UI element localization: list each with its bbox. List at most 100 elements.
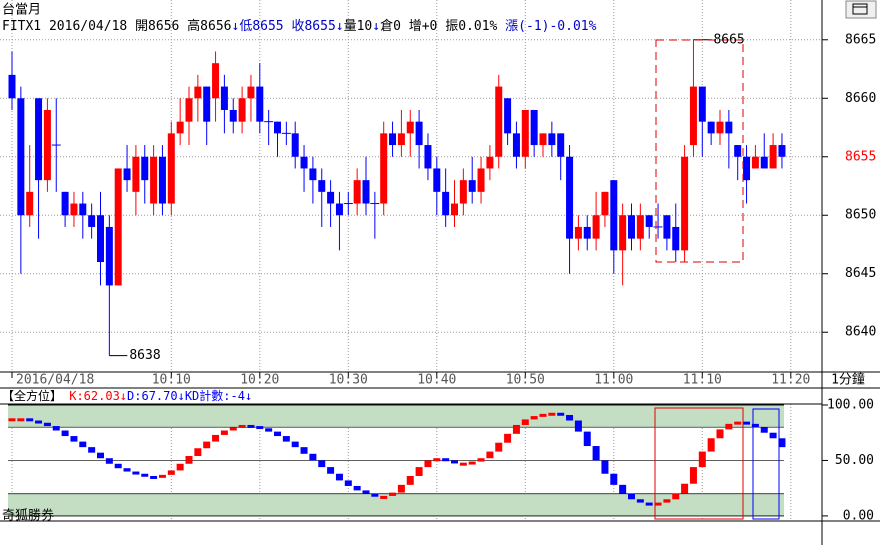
k-bar [300,447,308,454]
k-bar [778,438,786,448]
k-bar [282,436,290,442]
legend-entry: KD計數:-4↓ [185,388,252,403]
candle-body [167,133,175,204]
candle-body [619,215,627,251]
footer-label: 奇狐勝券 [2,508,54,524]
candle-body [583,226,591,239]
k-bar [97,452,104,459]
candle-body [274,121,281,134]
candle-body [327,191,335,204]
k-bar [769,432,777,439]
k-bar [512,424,520,434]
candle-body [141,156,149,181]
candle-body [451,203,458,216]
x-tick-label: 2016/04/18 [16,373,94,388]
k-bar [176,463,184,471]
candle-body [194,86,202,99]
quote-segment: ↓低8655 收8655↓ [232,19,344,34]
k-bar [681,483,689,494]
k-bar [35,420,43,424]
k-bar [141,473,149,477]
k-bar [52,426,60,431]
k-bar [468,461,476,465]
candle-body [8,74,16,99]
candle-body [521,109,529,157]
candle-body [459,180,467,204]
k-bar [654,502,662,506]
k-bar [309,453,317,461]
candle-body [424,145,432,169]
x-tick-label: 10:40 [417,373,456,388]
k-bar [194,448,202,457]
zone-band [8,493,784,516]
k-bar [185,456,193,464]
candle-body [406,121,414,134]
time-unit: 1分鐘 [831,372,865,388]
candle-body [592,215,600,239]
candle-body [318,180,326,192]
candle-body [114,168,122,286]
k-bar [415,467,423,476]
chart-title: 台當月 [2,3,41,18]
candle-body [300,156,308,169]
candle-body [247,86,255,99]
candle-body [88,215,96,227]
legend-entry: K:62.03↓ [69,389,127,403]
candle-body [681,156,689,251]
annotation-label: 8638 [129,348,160,363]
candle-body [43,109,51,181]
k-bar [751,423,759,428]
candle-body [760,156,768,169]
candle-body [557,133,565,157]
candle-body [97,215,104,263]
candle-body [256,86,264,122]
y-tick-label: 8650 [845,208,876,223]
k-bar [203,441,211,449]
candle-body [158,156,166,204]
candle-body [176,121,184,134]
k-bar [371,493,379,497]
candle-body [628,215,635,239]
candle-body [212,63,220,99]
x-tick-label: 11:10 [683,373,722,388]
k-bar [760,427,768,433]
candle-body [574,226,582,239]
k-bar [61,430,69,437]
y-tick-label: 8660 [845,91,876,106]
candle-body [70,203,78,216]
candle-body [663,215,671,239]
quote-segment: 量10 [344,19,373,34]
k-bar [592,446,600,461]
candle-body [397,133,405,146]
highlight-box [654,407,744,520]
k-bar [548,412,556,416]
k-bar [291,441,299,448]
candle-body [530,109,538,146]
candle-body [636,215,644,239]
candle-body [778,145,786,157]
candle-body [415,121,423,146]
k-bar [43,422,51,427]
k-bar [229,427,237,431]
k-bar [442,458,450,462]
k-bar [212,434,220,442]
quote-segment: ↓ [372,19,380,34]
candle-body [689,86,697,146]
k-bar [389,492,397,496]
k-bar [79,441,87,448]
candle-body [495,86,503,157]
k-bar [619,484,627,494]
quote-segment: 倉0 增+0 振0.01% [380,19,505,34]
k-bar [344,480,352,486]
candle-body [548,133,556,146]
k-bar [663,499,671,503]
candle-body [512,133,520,157]
x-tick-label: 10:10 [152,373,191,388]
candle-body [185,98,193,122]
k-bar [123,468,131,472]
candle-body [743,156,751,181]
highlight-box [752,408,780,520]
k-bar [247,424,255,428]
